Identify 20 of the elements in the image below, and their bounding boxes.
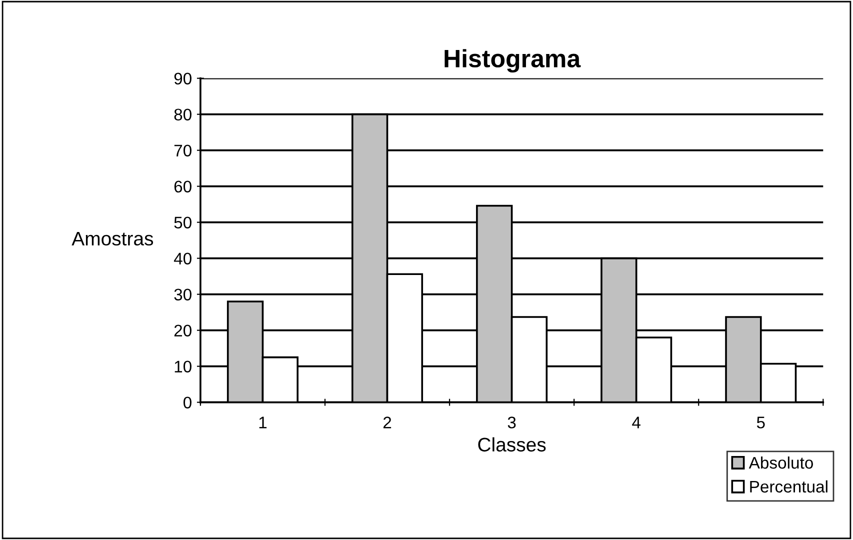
y-tick-label: 70 (174, 144, 192, 157)
y-tick-label: 30 (174, 288, 192, 301)
y-tick-label: 20 (174, 324, 192, 337)
x-tick-label: 2 (383, 416, 392, 428)
y-tick-label: 90 (174, 72, 192, 85)
y-tick-label: 80 (174, 108, 192, 121)
y-tick-label: 10 (174, 360, 192, 373)
legend-label: Percentual (750, 480, 828, 493)
x-axis-title: Classes (478, 437, 546, 452)
y-tick-label: 0 (184, 396, 192, 409)
chart-title: Histograma (444, 49, 581, 72)
y-axis-title: Amostras (72, 232, 154, 246)
x-tick-label: 1 (259, 416, 267, 428)
y-tick-label: 40 (174, 252, 192, 265)
y-tick-label: 50 (174, 216, 192, 229)
y-tick-label: 60 (174, 180, 192, 193)
legend-label: Absoluto (748, 456, 813, 469)
x-tick-label: 5 (756, 416, 765, 428)
x-tick-label: 3 (508, 416, 516, 428)
x-tick-label: 4 (632, 416, 640, 428)
